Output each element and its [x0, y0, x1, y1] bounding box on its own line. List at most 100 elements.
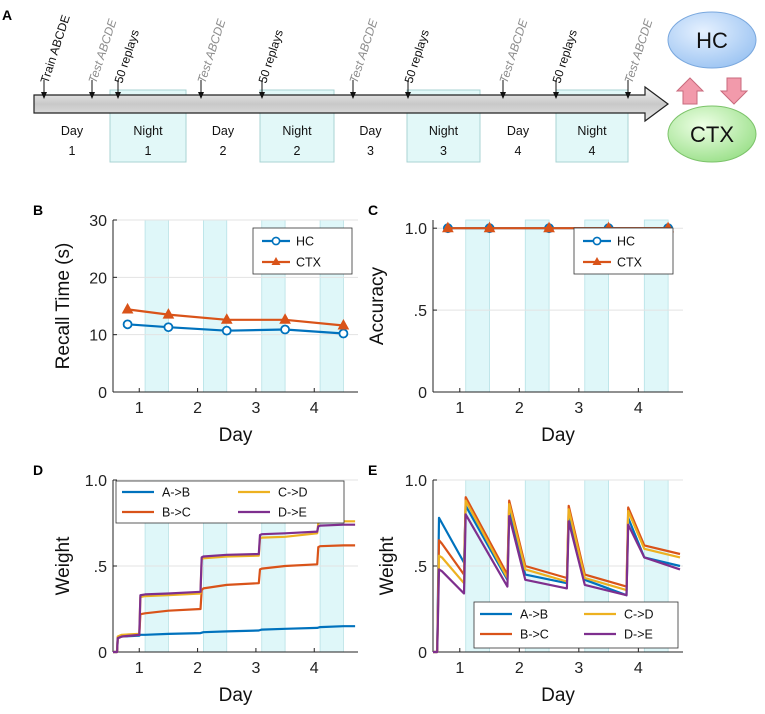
- ctx-label: CTX: [690, 122, 734, 147]
- point-marker: [121, 302, 134, 314]
- series-line: [433, 513, 681, 654]
- point-marker: [337, 318, 350, 330]
- hc-ctx-schematic: HC CTX: [667, 11, 757, 163]
- x-tick-label: 1: [455, 400, 464, 417]
- legend-marker: [592, 257, 602, 265]
- point-marker: [220, 313, 233, 324]
- hc-label: HC: [696, 28, 728, 53]
- point-marker: [483, 221, 496, 233]
- y-tick-label: .5: [94, 559, 107, 576]
- legend: [473, 601, 679, 649]
- y-axis-label: Weight: [377, 536, 398, 596]
- timeline-diagram: Day 1 Night 1 Day 2 Night 2 Day 3 Night 3 Day 4 Night 4…: [33, 13, 670, 163]
- period-number: 1: [145, 144, 152, 158]
- legend-label: B->C: [162, 506, 191, 520]
- legend-label: D->E: [624, 628, 653, 642]
- panel-letter: E: [368, 462, 377, 478]
- period-number: 4: [515, 144, 522, 158]
- y-tick-label: 0: [418, 645, 427, 662]
- event-arrowhead: [115, 92, 121, 99]
- down-arrow-icon: [719, 77, 749, 105]
- y-tick-label: 0: [98, 645, 107, 662]
- x-tick-label: 3: [251, 660, 260, 677]
- up-arrow-icon: [675, 77, 705, 105]
- legend-marker: [592, 236, 602, 246]
- panel-letter: C: [368, 202, 378, 218]
- legend-label: HC: [617, 235, 635, 249]
- legend-label: CTX: [617, 256, 643, 270]
- event-arrowhead: [405, 92, 411, 99]
- chart-d: D 0 .5 1.0 1 2 3 4 Day Weight A->B B->C C->D D->E: [33, 462, 358, 706]
- point-marker: [442, 221, 454, 233]
- x-tick-label: 2: [515, 400, 524, 417]
- period-number: 2: [220, 144, 227, 158]
- hc-ellipse: [667, 11, 757, 69]
- point-marker: [122, 319, 133, 330]
- legend-marker: [271, 236, 281, 246]
- legend-marker: [271, 257, 281, 265]
- x-tick-label: 4: [310, 400, 319, 417]
- period-label: Night: [282, 124, 312, 138]
- chart-c: C 0 .5 1.0 1 2 3 4 Day Accuracy HC CTX: [367, 202, 683, 446]
- y-tick-label: 0: [98, 385, 107, 402]
- period-number: 3: [367, 144, 374, 158]
- event-arrowhead: [259, 92, 265, 99]
- x-tick-label: 1: [455, 660, 464, 677]
- x-tick-label: 2: [193, 660, 202, 677]
- legend-label: A->B: [162, 486, 190, 500]
- period-number: 3: [440, 144, 447, 158]
- chart-b: B 0 10 20 30 1 2 3 4 Day Recall Time (s) HC CTX: [33, 202, 358, 446]
- x-axis-label: Day: [541, 685, 575, 706]
- night-band: [144, 219, 169, 393]
- x-tick-label: 4: [310, 660, 319, 677]
- panel-a-letter: A: [2, 7, 12, 23]
- night-band: [203, 219, 228, 393]
- point-marker: [543, 221, 555, 233]
- x-tick-label: 4: [634, 400, 643, 417]
- period-label: Night: [133, 124, 163, 138]
- x-axis-label: Day: [541, 425, 575, 446]
- event-arrowhead: [553, 92, 559, 99]
- chart-e: E 0 .5 1.0 1 2 3 4 Day Weight A->B B->C C->D D->E: [368, 462, 683, 706]
- period-label: Day: [61, 124, 84, 138]
- y-tick-label: 1.0: [405, 221, 427, 238]
- period-label: Night: [429, 124, 459, 138]
- event-label: Test ABCDE: [347, 16, 381, 84]
- x-tick-label: 1: [135, 400, 144, 417]
- x-tick-label: 3: [251, 400, 260, 417]
- x-axis-label: Day: [219, 685, 253, 706]
- point-marker: [338, 328, 349, 339]
- y-tick-label: 1.0: [85, 473, 107, 490]
- period-number: 4: [589, 144, 596, 158]
- panel-letter: B: [33, 202, 43, 218]
- y-tick-label: 1.0: [405, 473, 427, 490]
- period-number: 2: [294, 144, 301, 158]
- event-label: Test ABCDE: [195, 16, 229, 84]
- event-label: Test ABCDE: [497, 16, 531, 84]
- period-number: 1: [69, 144, 76, 158]
- event-arrowhead: [625, 92, 631, 99]
- y-tick-label: .5: [414, 559, 427, 576]
- event-label: 50 replays: [256, 28, 286, 85]
- event-label: 50 replays: [402, 28, 432, 85]
- legend-label: C->D: [624, 608, 654, 622]
- event-arrowhead: [89, 92, 95, 99]
- x-tick-label: 3: [574, 400, 583, 417]
- point-marker: [163, 322, 174, 333]
- legend-label: D->E: [278, 506, 307, 520]
- ctx-ellipse: [667, 105, 757, 163]
- event-arrowhead: [350, 92, 356, 99]
- y-tick-label: 20: [89, 270, 107, 287]
- point-marker: [280, 324, 290, 335]
- event-arrowhead: [198, 92, 204, 99]
- y-tick-label: .5: [414, 303, 427, 320]
- event-label: Test ABCDE: [622, 16, 656, 84]
- point-marker: [279, 313, 291, 324]
- x-tick-label: 3: [574, 660, 583, 677]
- series-line: [113, 523, 356, 654]
- x-axis-label: Day: [219, 425, 253, 446]
- night-band: [465, 219, 490, 393]
- period-label: Day: [507, 124, 530, 138]
- legend-label: A->B: [520, 608, 548, 622]
